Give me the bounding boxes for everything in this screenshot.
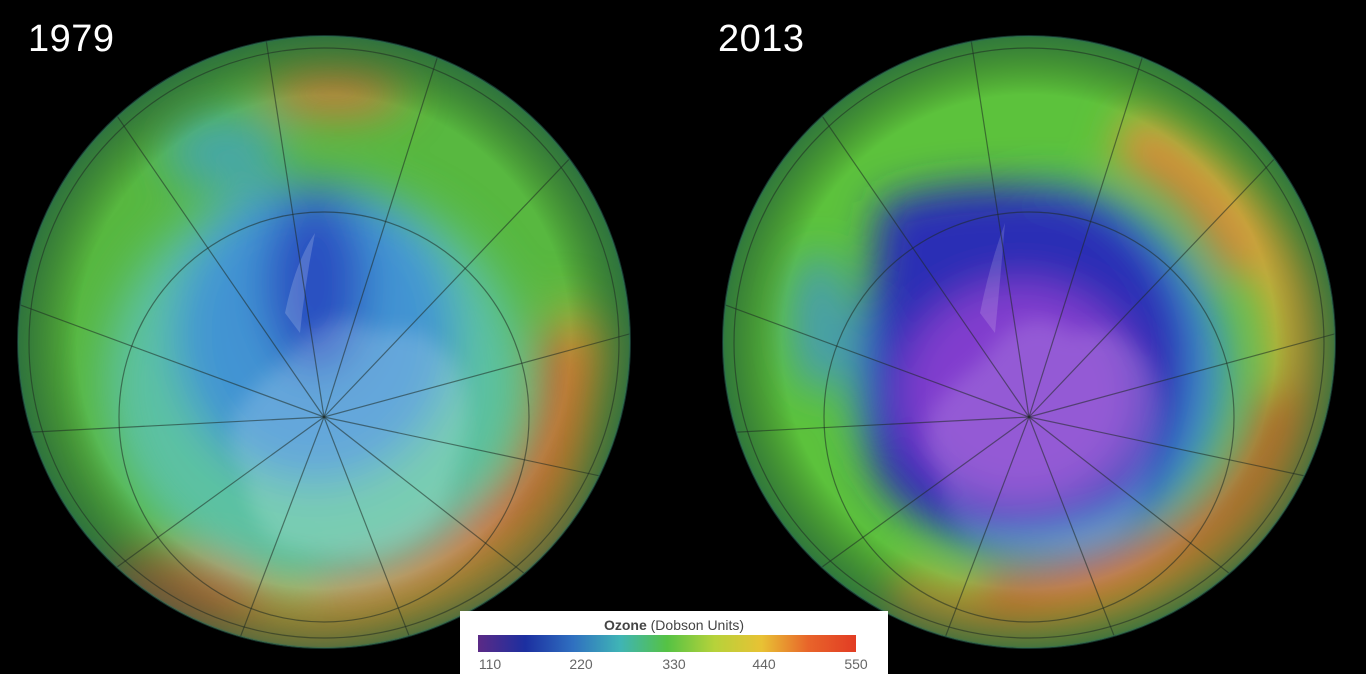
legend-tick-330: 330: [662, 656, 686, 672]
ozone-legend: Ozone (Dobson Units) 110 220 330 440 550: [460, 611, 888, 674]
legend-tick-440: 440: [752, 656, 776, 672]
legend-color-bar: [478, 635, 856, 652]
globe-2013-map: [722, 35, 1336, 649]
year-label-1979: 1979: [28, 18, 115, 60]
globe-1979-map: [17, 35, 631, 649]
legend-title-bold: Ozone: [603, 617, 647, 633]
legend-tick-110: 110: [478, 656, 502, 672]
globe-2013: [720, 33, 1338, 651]
legend-title: Ozone (Dobson Units): [460, 617, 888, 633]
legend-tick-550: 550: [844, 656, 868, 672]
legend-tick-220: 220: [569, 656, 593, 672]
globe-1979: [15, 33, 633, 651]
year-label-2013: 2013: [718, 18, 805, 60]
legend-title-units: (Dobson Units): [646, 617, 745, 633]
